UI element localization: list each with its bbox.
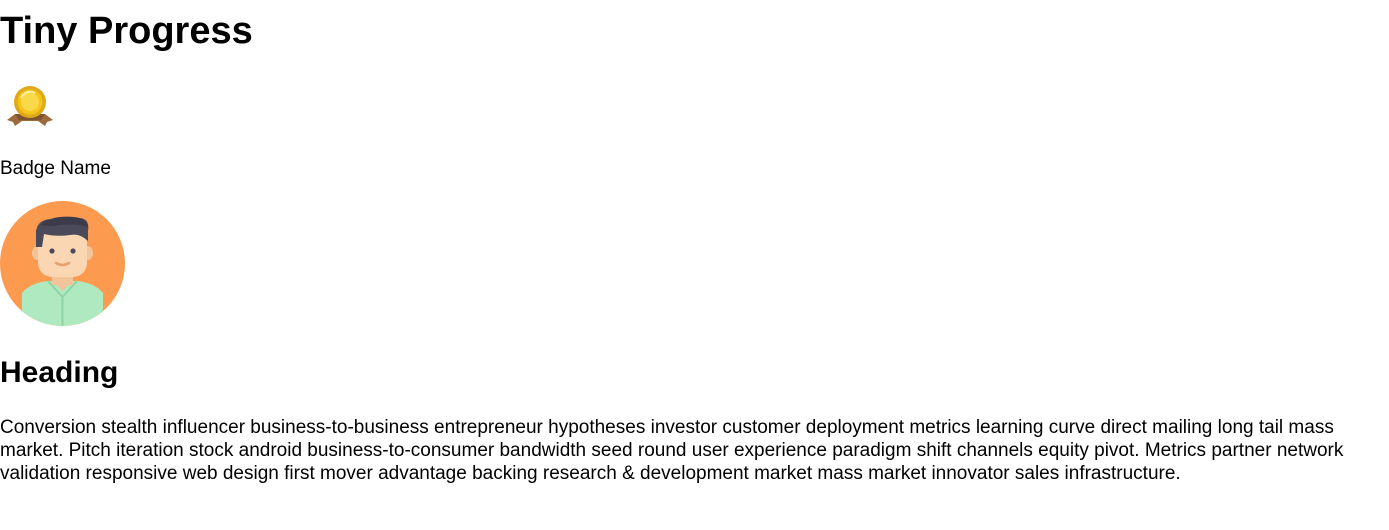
person-avatar-icon: [0, 201, 125, 326]
medal-icon: [7, 86, 53, 126]
article-body: Conversion stealth influencer business-t…: [0, 417, 1344, 484]
article-heading: Heading: [0, 356, 119, 389]
page-title: Tiny Progress: [0, 10, 253, 52]
badge-name: Badge Name: [0, 158, 111, 179]
